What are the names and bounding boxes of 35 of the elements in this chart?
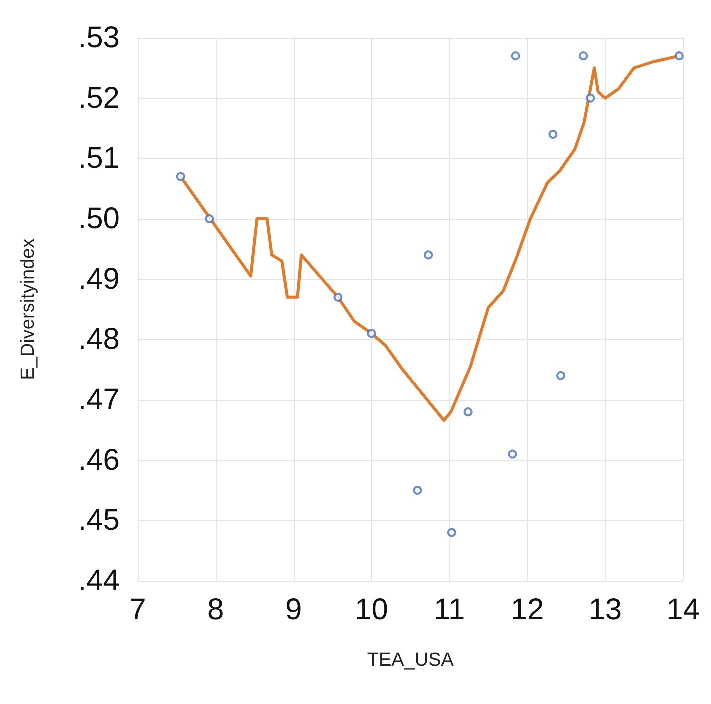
point <box>334 292 343 302</box>
x-axis-title: TEA_USA <box>367 650 454 671</box>
y-tick-label: .45 <box>78 504 120 538</box>
point <box>176 172 186 182</box>
point <box>674 52 684 61</box>
point <box>548 130 558 140</box>
x-tick-label: 13 <box>588 594 622 626</box>
y-axis-title: E_Diversityindex <box>18 238 39 380</box>
point <box>464 408 473 417</box>
y-tick-label: .49 <box>78 262 120 296</box>
x-tick-label: 7 <box>130 594 146 626</box>
y-tick-label: .52 <box>78 82 120 115</box>
y-tick-label: .46 <box>78 444 120 477</box>
point <box>367 329 376 338</box>
point <box>205 214 214 224</box>
y-tick-label: .50 <box>78 202 120 236</box>
x-tick-label: 8 <box>208 594 224 626</box>
point <box>586 94 596 103</box>
x-tick-label: 10 <box>355 594 388 626</box>
y-tick-label: .51 <box>78 142 120 176</box>
x-tick-label: 11 <box>434 594 466 626</box>
y-tick-label: .44 <box>78 564 120 598</box>
point <box>556 371 566 380</box>
y-tick-label: .47 <box>78 384 120 416</box>
point <box>579 52 588 61</box>
y-tick-label: .53 <box>78 22 120 54</box>
x-tick-label: 9 <box>285 594 302 626</box>
y-tick-label: .48 <box>78 323 120 356</box>
point <box>413 486 422 495</box>
point <box>447 528 456 538</box>
x-tick-label: 12 <box>510 594 544 626</box>
point <box>511 52 520 61</box>
x-tick-label: 14 <box>666 594 700 626</box>
point <box>508 450 518 459</box>
point <box>424 250 434 260</box>
